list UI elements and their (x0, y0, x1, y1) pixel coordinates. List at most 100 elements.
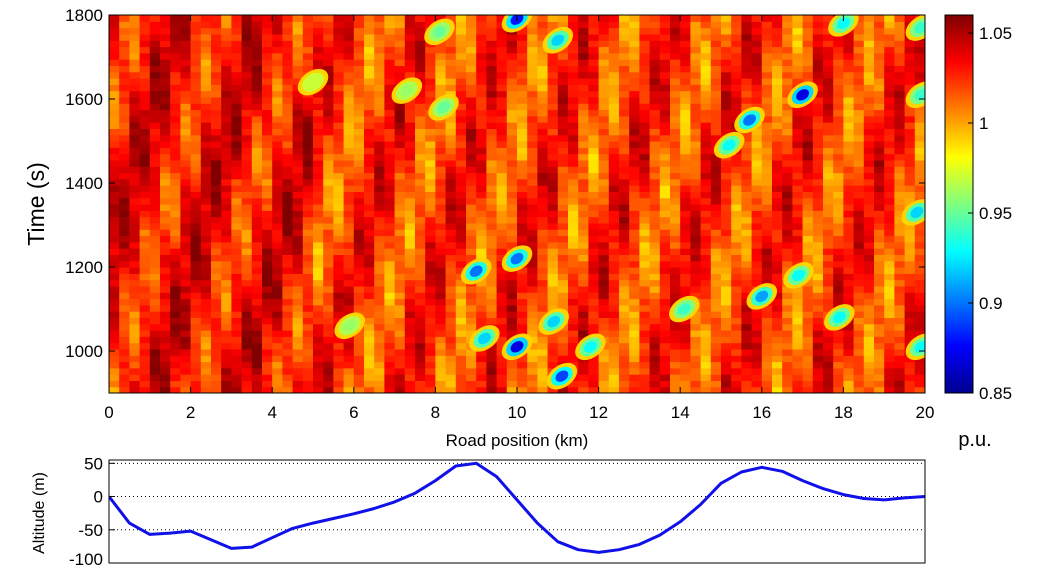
heatmap-cell (394, 21, 406, 29)
heatmap-cell (863, 222, 875, 230)
heatmap-cell (109, 46, 120, 54)
heatmap-cell (149, 336, 161, 344)
heatmap-cell (853, 348, 865, 356)
heatmap-cell (200, 386, 212, 393)
heatmap-cell (455, 380, 467, 388)
heatmap-cell (588, 84, 600, 92)
heatmap-cell (282, 191, 294, 199)
heatmap-cell (486, 103, 498, 111)
heatmap-cell (629, 380, 640, 388)
heatmap-cell (884, 147, 895, 155)
heatmap-cell (394, 71, 406, 79)
heatmap-cell (751, 172, 763, 180)
heatmap-cell (262, 33, 273, 41)
heatmap-cell (649, 374, 661, 381)
heatmap-cell (914, 222, 925, 230)
heatmap-low-zone (783, 262, 814, 289)
heatmap-cell (221, 109, 232, 117)
heatmap-cell (680, 222, 691, 230)
heatmap-cell (700, 254, 712, 262)
heatmap-cell (211, 311, 222, 318)
heatmap-cell (761, 96, 773, 104)
heatmap-cell (425, 141, 436, 148)
heatmap-cell (772, 46, 783, 54)
heatmap-cell (557, 197, 569, 205)
heatmap-cell (139, 65, 151, 73)
heatmap-cell (180, 210, 192, 218)
heatmap-cell (211, 216, 222, 224)
heatmap-cell (904, 374, 916, 381)
heatmap-cell (670, 96, 681, 104)
heatmap-cell (170, 197, 181, 205)
heatmap-cell (190, 134, 202, 142)
heatmap-cell (721, 298, 732, 306)
heatmap-cell (333, 166, 345, 174)
heatmap-cell (772, 336, 783, 344)
heatmap-cell (445, 147, 457, 155)
heatmap-cell (486, 241, 498, 249)
heatmap-cell (200, 229, 212, 237)
heatmap-cell (557, 191, 569, 199)
heatmap-cell (670, 386, 681, 393)
heatmap-cell (241, 204, 253, 211)
heatmap-cell (200, 90, 212, 98)
heatmap-cell (364, 342, 375, 350)
heatmap-cell (364, 374, 375, 381)
heatmap-cell (527, 361, 538, 369)
heatmap-cell (231, 229, 243, 237)
heatmap-cell (129, 267, 141, 274)
heatmap-cell (394, 292, 406, 300)
heatmap-cell (629, 109, 640, 117)
heatmap-cell (568, 185, 579, 192)
heatmap-cell (262, 166, 273, 174)
heatmap-cell (190, 122, 202, 129)
heatmap-cell (578, 216, 589, 224)
heatmap-cell (170, 159, 181, 167)
heatmap-cell (200, 103, 212, 111)
heatmap-cell (149, 222, 161, 230)
heatmap-cell (731, 52, 742, 60)
heatmap-cell (843, 367, 855, 375)
heatmap-cell (241, 185, 253, 192)
heatmap-cell (476, 78, 487, 85)
heatmap-zone-core (547, 315, 561, 328)
heatmap-cell (802, 330, 814, 337)
heatmap-cell (690, 330, 702, 337)
heatmap-cell (211, 191, 222, 199)
heatmap-cell (547, 109, 559, 117)
heatmap-cell (659, 90, 671, 98)
heatmap-cell (894, 15, 906, 22)
heatmap-cell (659, 386, 671, 393)
heatmap-cell (700, 361, 712, 369)
heatmap-cell (608, 323, 620, 331)
heatmap-cell (884, 33, 895, 41)
heatmap-cell (404, 40, 416, 48)
heatmap-cell (455, 21, 467, 29)
heatmap-cell (659, 355, 671, 363)
heatmap-cell (292, 317, 304, 325)
heatmap-cell (894, 260, 906, 268)
heatmap-cell (568, 197, 579, 205)
heatmap-cell (404, 128, 416, 136)
heatmap-cell (221, 52, 232, 60)
heatmap-cell (353, 229, 365, 237)
heatmap-cell (823, 235, 834, 243)
heatmap-cell (262, 273, 273, 281)
heatmap-cell (843, 222, 855, 230)
heatmap-cell (333, 33, 345, 41)
heatmap-cell (649, 204, 661, 211)
heatmap-cell (149, 292, 161, 300)
heatmap-cell (761, 222, 773, 230)
heatmap-cell (670, 248, 681, 255)
heatmap-cell (170, 15, 181, 22)
heatmap-cell (476, 348, 487, 356)
heatmap-cell (404, 292, 416, 300)
heatmap-cell (404, 134, 416, 142)
heatmap-cell (710, 279, 722, 287)
heatmap-cell (588, 40, 600, 48)
heatmap-cell (782, 304, 793, 312)
heatmap-cell (221, 15, 232, 22)
heatmap-cell (282, 33, 294, 41)
heatmap-cell (792, 380, 804, 388)
